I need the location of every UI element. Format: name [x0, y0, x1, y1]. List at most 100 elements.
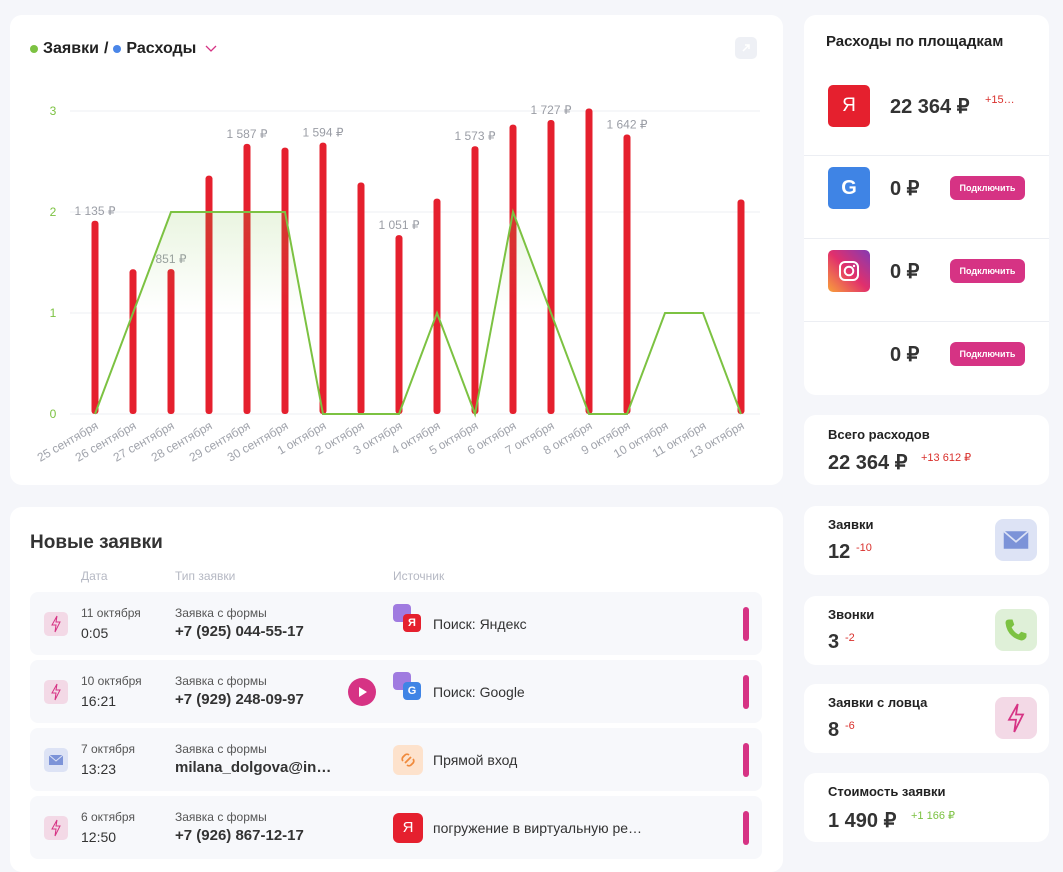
- bar: [357, 182, 365, 414]
- stat-change: +1 166 ₽: [911, 810, 956, 822]
- direct-icon: [393, 745, 423, 775]
- glyph: [51, 819, 61, 837]
- lead-date: 7 октября: [81, 742, 135, 756]
- glyph: [48, 754, 64, 765]
- chart-legend[interactable]: Заявки / Расходы: [30, 40, 217, 58]
- stat-card: Стоимость заявки 1 490 ₽ +1 166 ₽: [804, 773, 1049, 842]
- expand-icon: [742, 44, 750, 52]
- platforms-card: Расходы по площадкам Я 22 364 ₽ +15… G 0 ₽ По…: [804, 15, 1049, 395]
- glyph: [1007, 703, 1025, 733]
- bar: [623, 134, 631, 414]
- connect-button[interactable]: Подключить: [950, 176, 1025, 200]
- lead-row[interactable]: 7 октября 13:23 Заявка с формы milana_dolgo…: [30, 728, 762, 791]
- bar: [471, 146, 479, 414]
- lead-source: Прямой вход: [433, 752, 518, 768]
- lead-date: 10 октября: [81, 674, 142, 688]
- status-bar: [743, 607, 749, 641]
- platform-amount: 0 ₽: [890, 261, 920, 283]
- lead-contact: milana_dolgova@in…: [175, 759, 332, 776]
- line: [94, 208, 742, 418]
- platform-amount: 0 ₽: [890, 344, 920, 366]
- separator: [804, 238, 1049, 239]
- lead-source: погружение в виртуальную ре…: [433, 820, 643, 836]
- glyph: [1005, 619, 1027, 641]
- y-tick-label: 3: [50, 104, 57, 118]
- glyph: [1003, 530, 1029, 549]
- legend-separator: /: [103, 40, 109, 57]
- lead-time: 13:23: [81, 761, 117, 777]
- lead-row[interactable]: 11 октября 0:05 Заявка с формы +7 (925) 044…: [30, 592, 762, 655]
- bar: [395, 235, 403, 414]
- glyph: [839, 261, 859, 281]
- stat-change: -10: [856, 542, 872, 554]
- connect-button[interactable]: Подключить: [950, 342, 1025, 366]
- play-button[interactable]: [348, 678, 376, 706]
- legend-dot: [113, 45, 122, 53]
- lead-type: Заявка с формы: [175, 606, 267, 620]
- source-badge: G: [403, 682, 421, 700]
- bar: [585, 108, 593, 415]
- stat-change: -6: [845, 720, 855, 732]
- expand-button[interactable]: [735, 37, 757, 59]
- card-title: Новые заявки: [30, 532, 163, 553]
- stat-label: Звонки: [828, 607, 875, 622]
- google-logo: G: [828, 167, 870, 209]
- stat-label: Заявки с ловца: [828, 695, 928, 710]
- line-area: [95, 212, 741, 414]
- phone-icon: [995, 609, 1037, 651]
- y-tick-label: 1: [50, 306, 57, 320]
- platform-amount: 0 ₽: [890, 178, 920, 200]
- y-tick-label: 2: [50, 205, 57, 219]
- stat-change: +13 612 ₽: [921, 452, 972, 464]
- legend-entry: Расходы: [126, 40, 197, 57]
- lead-time: 0:05: [81, 625, 109, 641]
- lead-source: Поиск: Google: [433, 684, 525, 700]
- glyph: [401, 753, 415, 767]
- lead-icon: [44, 680, 68, 704]
- stat-value: 12: [828, 541, 851, 563]
- mail-icon: [995, 519, 1037, 561]
- column-header: Дата: [81, 569, 108, 583]
- data-label: 1 594 ₽: [303, 126, 344, 140]
- instagram-logo: [828, 250, 870, 292]
- total-card: Всего расходов 22 364 ₽ +13 612 ₽: [804, 415, 1049, 485]
- glyph: [51, 683, 61, 701]
- bar: [91, 220, 99, 414]
- stat-label: Всего расходов: [828, 427, 930, 442]
- lead-contact: +7 (925) 044-55-17: [175, 623, 304, 640]
- data-label: 1 051 ₽: [379, 218, 420, 232]
- lead-icon: [44, 612, 68, 636]
- stat-value: 1 490 ₽: [828, 810, 897, 832]
- stat-change: -2: [845, 632, 855, 644]
- lead-date: 6 октября: [81, 810, 135, 824]
- data-label: 1 135 ₽: [75, 204, 116, 218]
- legend-dot: [30, 45, 38, 53]
- glyph: [359, 687, 367, 697]
- source-badge: Я: [403, 614, 421, 632]
- lead-row[interactable]: 6 октября 12:50 Заявка с формы +7 (926) 867…: [30, 796, 762, 859]
- stat-value: 22 364 ₽: [828, 452, 908, 474]
- status-bar: [743, 811, 749, 845]
- leads-card: Новые заявки Дата Тип заявки Источник 11…: [10, 507, 783, 872]
- glyph: [51, 615, 61, 633]
- bar: [737, 199, 745, 414]
- stat-label: Заявки: [828, 517, 874, 532]
- connect-button[interactable]: Подключить: [950, 259, 1025, 283]
- stat-card: Заявки 12 -10: [804, 506, 1049, 575]
- stat-card: Звонки 3 -2: [804, 596, 1049, 665]
- data-label: 1 642 ₽: [607, 117, 648, 131]
- separator: [804, 155, 1049, 156]
- lead-type: Заявка с формы: [175, 674, 267, 688]
- dropdown-chevron: [205, 45, 217, 52]
- lead-date: 11 октября: [81, 606, 141, 620]
- yandex-logo: Я: [828, 85, 870, 127]
- separator: [804, 321, 1049, 322]
- lead-contact: +7 (926) 867-12-17: [175, 827, 304, 844]
- stat-value: 8: [828, 719, 840, 741]
- stat-value: 3: [828, 631, 840, 653]
- lead-row[interactable]: 10 октября 16:21 Заявка с формы +7 (929) 24…: [30, 660, 762, 723]
- status-bar: [743, 743, 749, 777]
- data-label: 1 727 ₽: [531, 103, 572, 117]
- legend-entry: Заявки: [43, 40, 99, 57]
